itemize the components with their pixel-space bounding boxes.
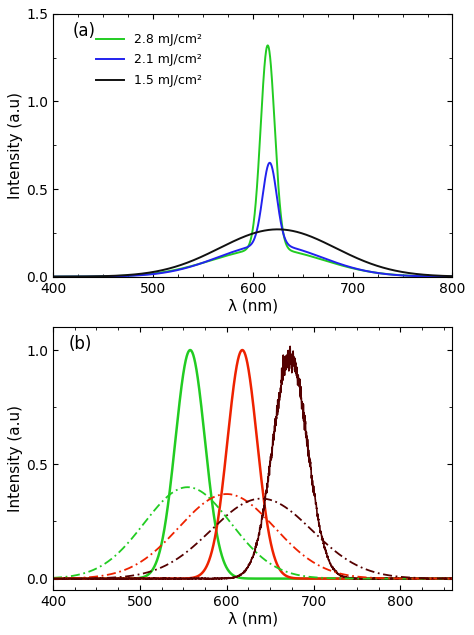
- 2.1 mJ/cm²: [119, 272, 125, 280]
- 2.8 mJ/cm²: [220, 253, 226, 260]
- Text: (a): (a): [73, 22, 96, 40]
- 1.5 mJ/cm²: [220, 243, 226, 250]
- X-axis label: λ (nm): λ (nm): [228, 612, 278, 627]
- 2.1 mJ/cm²: [220, 251, 226, 259]
- 2.8 mJ/cm²: [399, 271, 405, 279]
- 1.5 mJ/cm²: [275, 225, 281, 233]
- 2.8 mJ/cm²: [442, 272, 447, 280]
- 2.8 mJ/cm²: [96, 272, 101, 280]
- 2.8 mJ/cm²: [265, 41, 271, 49]
- 2.8 mJ/cm²: [50, 273, 56, 281]
- Text: (b): (b): [69, 335, 92, 353]
- 1.5 mJ/cm²: [399, 268, 405, 276]
- 2.8 mJ/cm²: [450, 273, 456, 281]
- 2.8 mJ/cm²: [119, 272, 125, 279]
- X-axis label: λ (nm): λ (nm): [228, 298, 278, 313]
- Y-axis label: Intensity (a.u): Intensity (a.u): [9, 91, 23, 199]
- 1.5 mJ/cm²: [119, 272, 125, 279]
- Line: 1.5 mJ/cm²: 1.5 mJ/cm²: [53, 229, 453, 277]
- 2.1 mJ/cm²: [203, 258, 209, 265]
- 2.1 mJ/cm²: [442, 273, 447, 281]
- 2.8 mJ/cm²: [203, 258, 209, 265]
- 2.1 mJ/cm²: [450, 273, 456, 281]
- 1.5 mJ/cm²: [50, 273, 56, 281]
- 2.1 mJ/cm²: [96, 272, 101, 280]
- 1.5 mJ/cm²: [442, 272, 447, 280]
- 2.1 mJ/cm²: [399, 272, 405, 279]
- 1.5 mJ/cm²: [96, 272, 101, 280]
- 1.5 mJ/cm²: [450, 272, 456, 280]
- Legend: 2.8 mJ/cm², 2.1 mJ/cm², 1.5 mJ/cm²: 2.8 mJ/cm², 2.1 mJ/cm², 1.5 mJ/cm²: [91, 28, 207, 92]
- 2.1 mJ/cm²: [50, 273, 56, 281]
- Line: 2.1 mJ/cm²: 2.1 mJ/cm²: [53, 163, 453, 277]
- 2.1 mJ/cm²: [267, 159, 273, 166]
- 1.5 mJ/cm²: [203, 251, 209, 258]
- Line: 2.8 mJ/cm²: 2.8 mJ/cm²: [53, 45, 453, 277]
- Y-axis label: Intensity (a.u): Intensity (a.u): [9, 405, 23, 512]
